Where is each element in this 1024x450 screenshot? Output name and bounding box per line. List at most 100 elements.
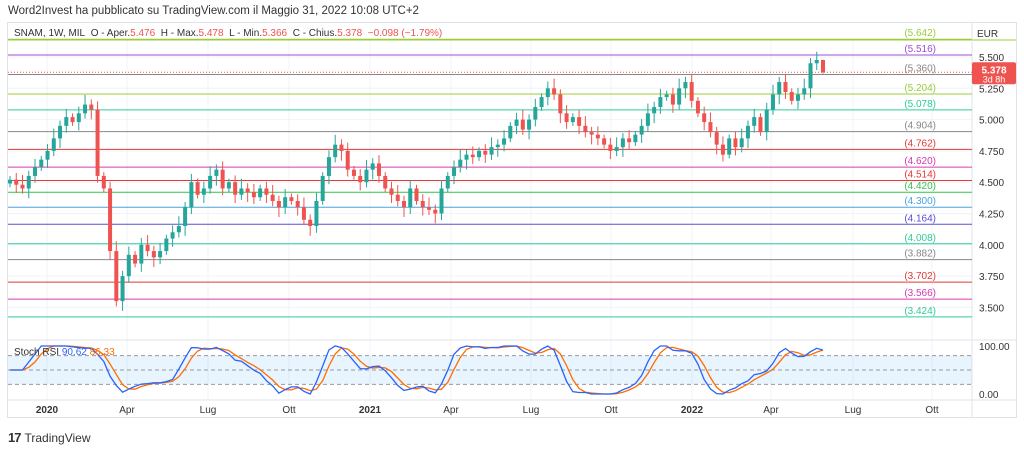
candle-body <box>489 147 494 155</box>
candle-body <box>264 188 269 195</box>
candle-body <box>308 219 313 227</box>
candle-body <box>558 94 563 114</box>
candle-body <box>602 138 607 145</box>
level-label: (4.420) <box>904 181 936 192</box>
low-value: 5.366 <box>262 28 288 39</box>
level-label: (3.702) <box>904 271 936 282</box>
candle-body <box>758 117 763 133</box>
candle-body <box>739 138 744 148</box>
candle-body <box>70 117 75 123</box>
time-tick: Lug <box>845 405 862 416</box>
candle-body <box>401 200 406 208</box>
candle-body <box>789 92 794 101</box>
price-tick: 3.500 <box>979 303 1004 314</box>
candle-body <box>383 175 388 189</box>
candle-body <box>752 117 757 126</box>
candle-body <box>564 113 569 123</box>
candle-body <box>251 192 256 198</box>
candle-body <box>276 200 281 208</box>
time-tick: Ott <box>925 405 939 416</box>
candle-body <box>239 188 244 195</box>
symbol[interactable]: SNAM, 1W, MIL <box>14 28 86 39</box>
candle-body <box>14 179 19 185</box>
candle-body <box>20 184 25 189</box>
candle-body <box>689 82 694 101</box>
candle-body <box>714 132 719 145</box>
stoch-k-value: 90.62 <box>61 347 87 358</box>
candle-body <box>477 150 482 158</box>
candle-body <box>83 104 88 114</box>
candle-body <box>170 232 175 239</box>
candle-body <box>220 169 225 189</box>
stoch-d-value: 86.33 <box>89 347 115 358</box>
level-label: (5.078) <box>904 99 936 110</box>
published-caption: Word2Invest ha pubblicato su TradingView… <box>8 5 419 17</box>
candle-body <box>364 169 369 183</box>
candle-body <box>289 197 294 201</box>
candle-body <box>702 113 707 123</box>
candle-body <box>483 150 488 155</box>
candle-body <box>89 104 94 110</box>
candle-body <box>351 169 356 176</box>
tv-logo-icon: 17 <box>8 430 22 445</box>
candle-body <box>101 175 106 189</box>
candle-body <box>520 119 525 130</box>
candle-body <box>814 60 819 64</box>
candle-body <box>139 244 144 264</box>
candle-body <box>158 251 163 258</box>
candle-body <box>183 207 188 227</box>
candle-body <box>326 157 331 176</box>
candle-body <box>314 200 319 227</box>
candle-body <box>695 100 700 114</box>
bar-countdown: 3d 8h <box>983 74 1006 84</box>
candle-body <box>295 200 300 208</box>
candle-body <box>195 182 200 195</box>
time-tick: 2022 <box>681 405 704 416</box>
candle-body <box>533 107 538 120</box>
high-label: H - Max. <box>160 28 199 39</box>
candle-body <box>233 182 238 195</box>
close-label: C - Chius. <box>292 28 338 39</box>
candle-body <box>658 97 663 108</box>
candle-body <box>145 244 150 252</box>
candle-body <box>408 188 413 208</box>
level-label: (4.904) <box>904 121 936 132</box>
candle-body <box>301 207 306 220</box>
candle-body <box>570 117 575 123</box>
candle-body <box>608 144 613 151</box>
candle-body <box>583 125 588 133</box>
candle-body <box>733 138 738 148</box>
candle-body <box>245 188 250 193</box>
candle-body <box>552 88 557 95</box>
candle-body <box>439 188 444 214</box>
price-tick: 3.750 <box>979 272 1004 283</box>
candle-body <box>645 113 650 126</box>
time-tick: Apr <box>443 405 459 416</box>
candle-body <box>58 125 63 139</box>
candle-body <box>670 94 675 105</box>
candle-body <box>164 238 169 252</box>
candle-body <box>258 188 263 198</box>
time-tick: Apr <box>119 405 135 416</box>
candle-body <box>652 107 657 114</box>
candle-body <box>270 194 275 201</box>
candle-body <box>745 125 750 139</box>
last-price-value: 5.378 <box>981 65 1006 76</box>
level-label: (4.620) <box>904 156 936 167</box>
chart-frame[interactable] <box>7 22 1017 418</box>
candle-body <box>683 82 688 89</box>
level-label: (5.204) <box>904 83 936 94</box>
candle-body <box>114 251 119 302</box>
level-label: (5.516) <box>904 44 936 55</box>
candle-body <box>176 226 181 233</box>
candle-body <box>133 254 138 264</box>
candle-body <box>26 175 31 189</box>
level-label: (4.008) <box>904 233 936 244</box>
candle-body <box>445 175 450 189</box>
candle-body <box>427 207 432 210</box>
indicator-legend[interactable]: Stoch RSI 90.62 86.33 <box>14 347 115 358</box>
candle-body <box>433 209 438 214</box>
candle-body <box>783 82 788 93</box>
candle-body <box>777 82 782 95</box>
